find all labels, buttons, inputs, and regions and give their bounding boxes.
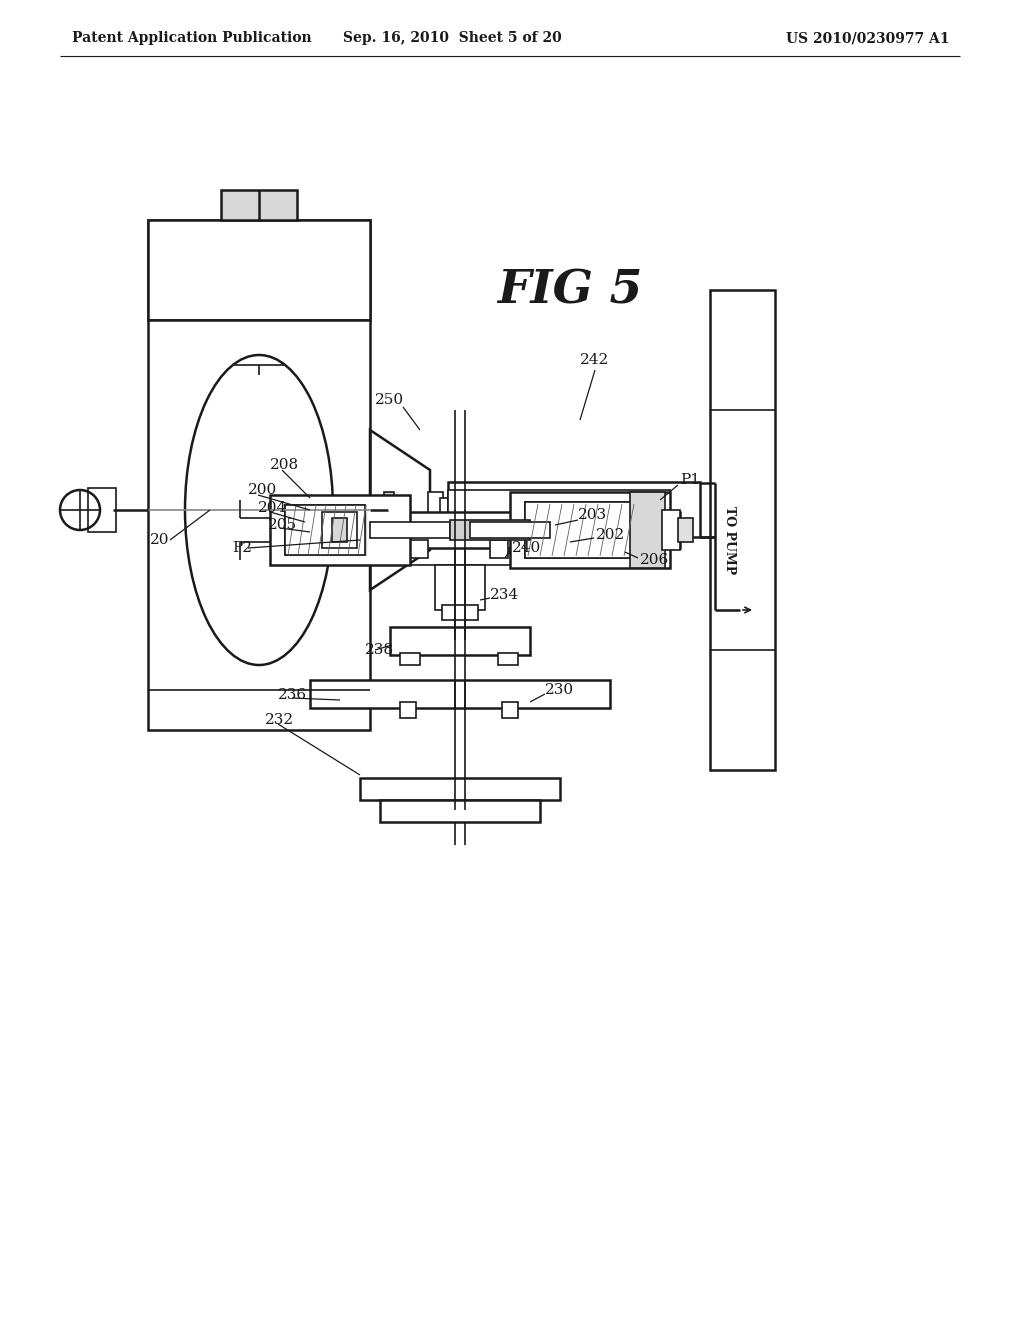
Bar	[400, 653, 420, 665]
Bar	[300, 512, 680, 548]
Text: 200: 200	[248, 483, 278, 498]
Bar	[360, 777, 560, 800]
Text: 242: 242	[581, 352, 609, 367]
Polygon shape	[552, 504, 562, 556]
Text: 203: 203	[578, 508, 607, 521]
Bar	[310, 680, 610, 708]
Text: FIG 5: FIG 5	[498, 267, 643, 313]
Bar	[450, 520, 530, 540]
Bar	[525, 502, 635, 558]
Text: 205: 205	[268, 517, 297, 532]
Bar	[148, 220, 370, 319]
Bar	[390, 627, 530, 655]
Polygon shape	[328, 506, 336, 554]
Polygon shape	[298, 506, 306, 554]
Text: Sep. 16, 2010  Sheet 5 of 20: Sep. 16, 2010 Sheet 5 of 20	[343, 30, 561, 45]
Polygon shape	[288, 506, 296, 554]
Bar	[428, 492, 443, 528]
Text: 202: 202	[596, 528, 626, 543]
Bar	[400, 702, 416, 718]
Polygon shape	[308, 506, 316, 554]
Text: P2: P2	[232, 541, 252, 554]
Bar	[285, 506, 365, 554]
Text: TO PUMP: TO PUMP	[724, 506, 736, 574]
Bar	[490, 540, 508, 558]
Text: Patent Application Publication: Patent Application Publication	[72, 30, 311, 45]
Text: 232: 232	[265, 713, 294, 727]
Text: 20: 20	[150, 533, 170, 546]
Bar	[678, 517, 693, 543]
Bar	[88, 488, 116, 532]
Text: 238: 238	[365, 643, 394, 657]
Bar	[498, 653, 518, 665]
Polygon shape	[540, 504, 550, 556]
Bar	[380, 800, 540, 822]
Polygon shape	[348, 506, 356, 554]
Polygon shape	[318, 506, 326, 554]
Bar	[442, 605, 478, 620]
Polygon shape	[588, 504, 598, 556]
Bar	[502, 702, 518, 718]
Polygon shape	[564, 504, 574, 556]
Bar	[510, 492, 670, 568]
Polygon shape	[338, 506, 346, 554]
Text: 206: 206	[640, 553, 670, 568]
Bar	[440, 498, 450, 521]
Polygon shape	[612, 504, 622, 556]
Polygon shape	[624, 504, 634, 556]
Text: 208: 208	[270, 458, 299, 473]
Text: US 2010/0230977 A1: US 2010/0230977 A1	[786, 30, 950, 45]
Text: 204: 204	[258, 502, 288, 515]
Bar	[525, 502, 635, 558]
Text: 240: 240	[512, 541, 542, 554]
Bar	[449, 490, 670, 529]
Polygon shape	[358, 506, 366, 554]
Bar	[332, 517, 347, 543]
Polygon shape	[600, 504, 610, 556]
Text: 230: 230	[545, 682, 574, 697]
Text: 234: 234	[490, 587, 519, 602]
Bar	[384, 492, 394, 528]
Bar	[630, 492, 665, 568]
Bar	[449, 482, 700, 537]
Bar	[270, 495, 410, 565]
Bar	[435, 565, 485, 610]
Bar	[392, 498, 400, 521]
Text: P1: P1	[680, 473, 700, 487]
Polygon shape	[528, 504, 538, 556]
Text: 250: 250	[376, 393, 404, 407]
Bar	[285, 506, 365, 554]
Bar	[221, 190, 297, 220]
Bar	[470, 521, 550, 539]
Bar	[322, 512, 357, 548]
Bar	[370, 521, 450, 539]
Bar	[148, 220, 370, 730]
Bar	[662, 510, 680, 550]
Bar	[710, 290, 775, 770]
Bar	[410, 540, 428, 558]
Text: 236: 236	[278, 688, 307, 702]
Polygon shape	[575, 504, 586, 556]
